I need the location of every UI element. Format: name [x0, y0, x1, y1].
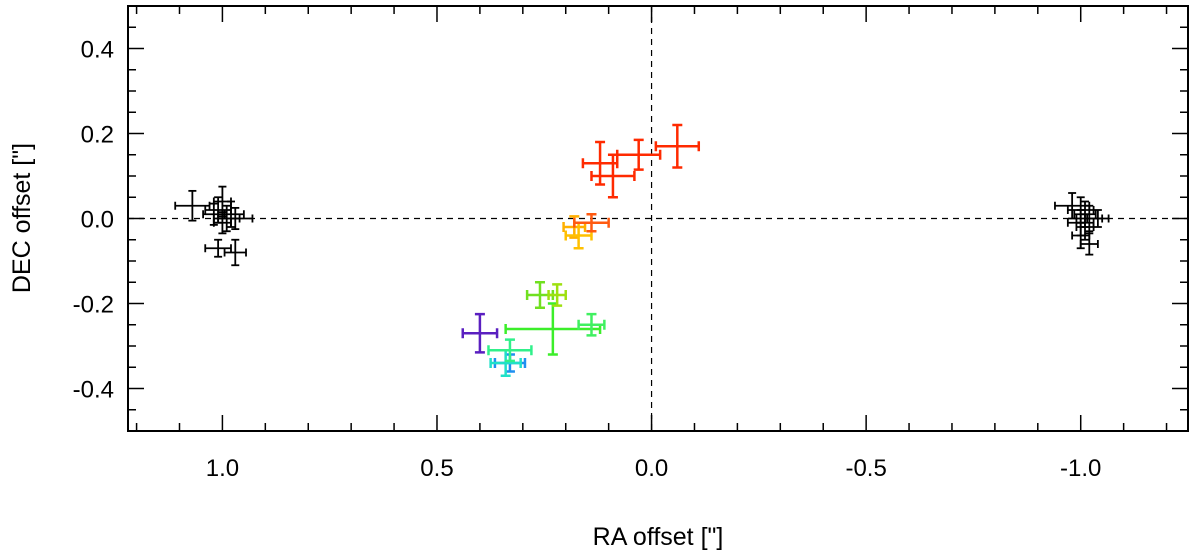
- error-bar-point: [487, 338, 533, 363]
- error-bar-point: [577, 312, 606, 337]
- y-tick-labels: 0.4 0.2 0.0 -0.2 -0.4: [73, 37, 114, 404]
- error-bar-point: [461, 312, 499, 354]
- axis-ticks: [128, 6, 1188, 431]
- y-tick-label: 0.2: [81, 122, 114, 149]
- data-points: [174, 123, 1110, 377]
- error-bar-point: [217, 206, 254, 231]
- error-bar-point: [504, 302, 602, 356]
- error-bar-point: [174, 189, 211, 222]
- error-bar-point: [573, 213, 610, 233]
- error-bar-point: [564, 221, 593, 250]
- error-bar-point: [204, 238, 232, 258]
- y-axis-title: DEC offset ["]: [8, 143, 36, 293]
- x-tick-label: -1.0: [1060, 455, 1101, 482]
- error-bar-point: [1079, 232, 1099, 256]
- y-tick-label: -0.2: [73, 292, 114, 319]
- error-bar-point: [1086, 209, 1110, 228]
- error-bar-point: [590, 153, 636, 199]
- error-bar-point: [223, 238, 247, 267]
- x-tick-label: 0.5: [420, 455, 453, 482]
- error-bar-point: [212, 211, 232, 235]
- x-tick-label: 1.0: [206, 455, 239, 482]
- error-bar-point: [581, 140, 619, 186]
- reference-lines: [128, 6, 1188, 431]
- x-tick-label: -0.5: [845, 455, 886, 482]
- x-axis-title: RA offset ["]: [593, 523, 724, 551]
- y-tick-label: -0.4: [73, 377, 114, 404]
- y-tick-label: 0.0: [81, 207, 114, 234]
- error-bar-point: [547, 283, 567, 307]
- y-tick-label: 0.4: [81, 37, 114, 64]
- error-bar-point: [1054, 192, 1091, 220]
- x-tick-labels: 1.0 0.5 0.0 -0.5 -1.0: [206, 455, 1102, 482]
- error-bar-point: [654, 123, 701, 169]
- x-tick-label: 0.0: [635, 455, 668, 482]
- error-bar-point: [615, 138, 662, 171]
- error-bar-point: [489, 349, 522, 377]
